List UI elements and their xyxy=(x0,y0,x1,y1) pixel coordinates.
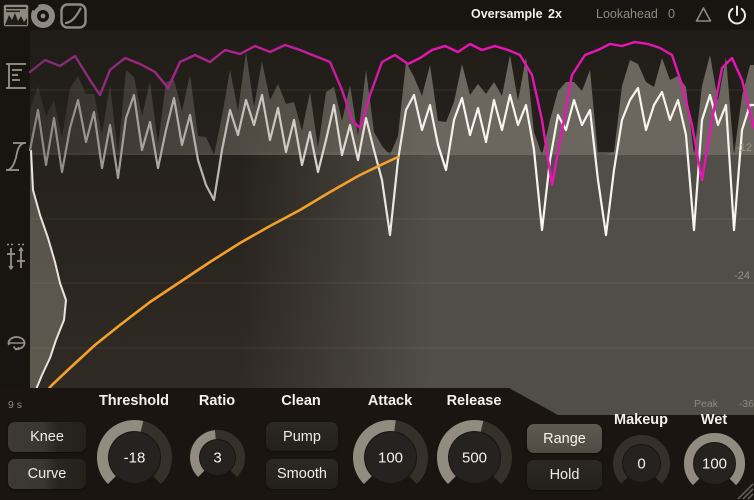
ratio-knob-ring: 3 xyxy=(189,429,245,477)
release-knob-ring: 500 xyxy=(436,419,512,484)
power-icon[interactable] xyxy=(726,4,748,26)
db-label: -24 xyxy=(734,270,750,282)
release-value: 500 xyxy=(461,449,486,466)
ratio-knob[interactable]: 3 xyxy=(188,428,247,487)
oversample-value[interactable]: 2x xyxy=(548,7,562,21)
knee-curve-icon[interactable] xyxy=(5,141,27,172)
wet-label: Wet xyxy=(700,412,728,428)
disc-icon[interactable] xyxy=(29,2,57,30)
triangle-icon[interactable] xyxy=(694,5,713,24)
wet-knob[interactable]: 100 xyxy=(682,431,747,496)
db-label: -12 xyxy=(736,142,752,154)
history-meter-icon[interactable] xyxy=(5,62,27,90)
lookahead-label: Lookahead xyxy=(596,7,658,21)
peak-readout: Peak -36 xyxy=(694,398,754,410)
loop-icon[interactable] xyxy=(5,332,27,354)
ratio-value: 3 xyxy=(213,449,221,466)
lookahead-value[interactable]: 0 xyxy=(668,7,675,21)
threshold-value: -18 xyxy=(123,449,145,466)
faders-icon[interactable] xyxy=(5,243,27,270)
attack-value: 100 xyxy=(377,449,402,466)
wet-value: 100 xyxy=(701,455,726,472)
threshold-label: Threshold xyxy=(98,393,170,409)
peak-label: Peak xyxy=(694,398,718,410)
attack-label: Attack xyxy=(367,393,413,409)
time-range-label: 9 s xyxy=(8,399,23,411)
logo-waveform-icon xyxy=(3,4,29,27)
makeup-knob-ring: 0 xyxy=(612,434,670,484)
makeup-label: Makeup xyxy=(614,412,668,428)
wet-knob-ring: 100 xyxy=(683,432,745,485)
curve-box-icon[interactable] xyxy=(60,3,87,29)
clean-section-label: Clean xyxy=(281,393,321,409)
oversample-label: Oversample xyxy=(471,7,543,21)
release-knob[interactable]: 500 xyxy=(435,418,514,497)
range-button[interactable]: Range xyxy=(527,424,602,453)
knee-button[interactable]: Knee xyxy=(8,422,86,452)
pump-button[interactable]: Pump xyxy=(266,422,338,451)
makeup-knob[interactable]: 0 xyxy=(611,433,672,494)
ratio-label: Ratio xyxy=(198,393,236,409)
peak-value: -36 xyxy=(738,398,754,410)
release-label: Release xyxy=(446,393,502,409)
threshold-knob[interactable]: -18 xyxy=(95,418,174,497)
attack-knob-ring: 100 xyxy=(352,419,428,484)
hold-button[interactable]: Hold xyxy=(527,460,602,490)
smooth-button[interactable]: Smooth xyxy=(266,459,338,489)
curve-button[interactable]: Curve xyxy=(8,459,86,489)
threshold-knob-ring: -18 xyxy=(96,419,172,484)
attack-knob[interactable]: 100 xyxy=(351,418,430,497)
makeup-value: 0 xyxy=(637,455,645,472)
